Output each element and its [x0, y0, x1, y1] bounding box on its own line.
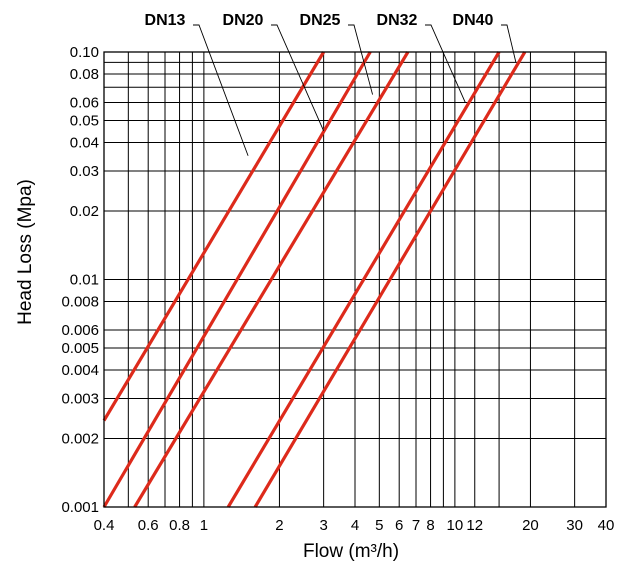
- leader-dn20: [271, 24, 325, 132]
- series-line-dn25: [133, 51, 410, 508]
- x-tick-label: 7: [412, 517, 420, 534]
- x-tick-label: 2: [275, 517, 283, 534]
- y-tick-label: 0.01: [70, 272, 99, 289]
- leader-dn25: [348, 24, 374, 95]
- y-tick-label: 0.04: [70, 135, 99, 152]
- grid-lines: [103, 51, 607, 508]
- series-line-dn40: [253, 51, 527, 508]
- leader-dn13: [193, 24, 249, 156]
- x-tick-label: 4: [351, 517, 359, 534]
- y-tick-label: 0.004: [61, 362, 99, 379]
- series-label-dn20: DN20: [223, 12, 264, 29]
- x-tick-label: 30: [566, 517, 583, 534]
- y-tick-label: 0.10: [70, 44, 99, 61]
- series-line-dn13: [102, 51, 326, 422]
- plot-frame: [103, 51, 607, 508]
- y-tick-label: 0.003: [61, 390, 99, 407]
- x-axis-title: Flow (m³/h): [303, 541, 399, 562]
- leader-dn32: [425, 24, 466, 103]
- x-tick-label: 6: [395, 517, 403, 534]
- x-tick-label: 8: [426, 517, 434, 534]
- series-line-dn20: [102, 51, 372, 508]
- x-tick-label: 10: [447, 517, 464, 534]
- x-tick-label: 40: [598, 517, 615, 534]
- x-tick-label: 1: [200, 517, 208, 534]
- x-tick-label: 12: [466, 517, 483, 534]
- x-tick-label: 5: [375, 517, 383, 534]
- y-tick-label: 0.006: [61, 322, 99, 339]
- series-label-leaders: [193, 24, 517, 156]
- series-label-dn40: DN40: [453, 12, 494, 29]
- series-lines: [102, 51, 527, 508]
- x-tick-labels: 0.4 0.6 0.8 1 2 3 4 5 6 7 8 10 12 20 30 40: [94, 517, 615, 534]
- y-tick-label: 0.001: [61, 499, 99, 516]
- series-line-dn32: [226, 51, 501, 508]
- x-tick-label: 20: [522, 517, 539, 534]
- series-label-dn13: DN13: [145, 12, 186, 29]
- y-tick-label: 0.03: [70, 163, 99, 180]
- series-label-dn32: DN32: [377, 12, 418, 29]
- y-tick-label: 0.05: [70, 112, 99, 129]
- series-label-dn25: DN25: [300, 12, 341, 29]
- y-tick-label: 0.02: [70, 203, 99, 220]
- y-tick-label: 0.06: [70, 94, 99, 111]
- x-tick-label: 3: [319, 517, 327, 534]
- y-tick-label: 0.002: [61, 431, 99, 448]
- x-tick-label: 0.4: [94, 517, 115, 534]
- series-labels: DN13 DN20 DN25 DN32 DN40: [145, 12, 494, 29]
- y-tick-label: 0.008: [61, 294, 99, 311]
- y-tick-label: 0.08: [70, 66, 99, 83]
- x-tick-label: 0.6: [138, 517, 159, 534]
- y-tick-label: 0.005: [61, 340, 99, 357]
- x-tick-label: 0.8: [169, 517, 190, 534]
- leader-dn40: [501, 24, 517, 63]
- y-axis-title: Head Loss (Mpa): [15, 179, 36, 325]
